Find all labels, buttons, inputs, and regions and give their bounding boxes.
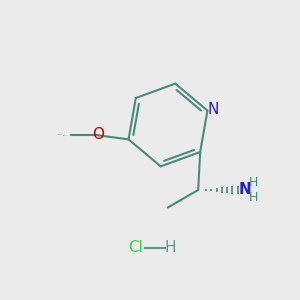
Text: H: H (164, 241, 176, 256)
Text: H: H (248, 191, 258, 205)
Text: methyl: methyl (58, 134, 63, 135)
Text: H: H (248, 176, 258, 190)
Text: O: O (92, 127, 104, 142)
Text: N: N (239, 182, 251, 197)
Text: methyl: methyl (63, 135, 68, 136)
Text: N: N (208, 102, 219, 117)
Text: Cl: Cl (129, 241, 143, 256)
